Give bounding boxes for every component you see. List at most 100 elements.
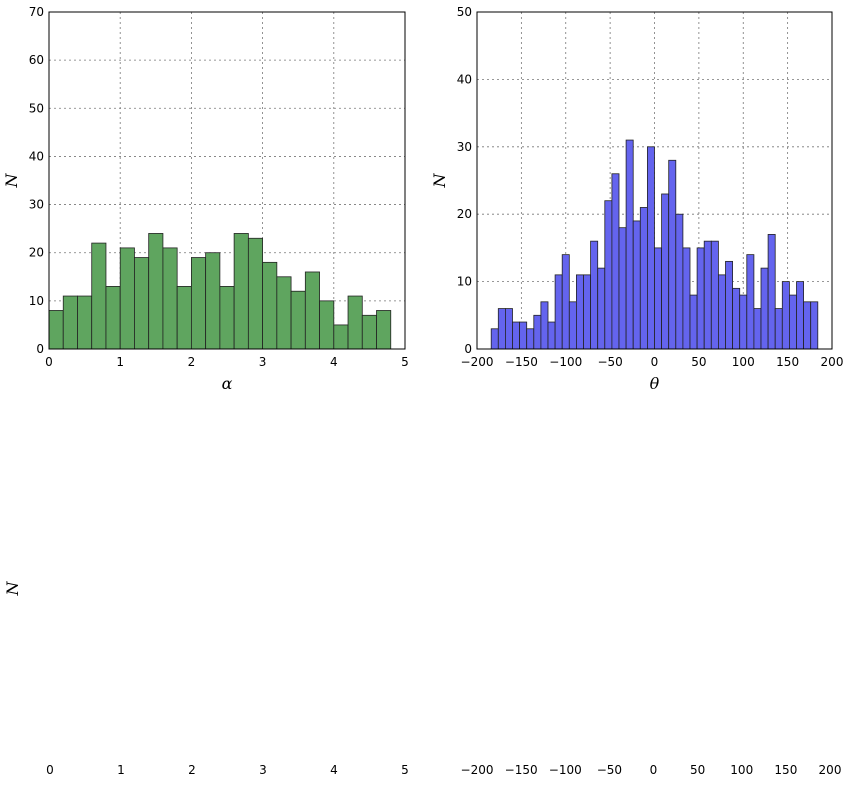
bar [774,308,783,350]
x-tick-label: 0 [45,355,53,369]
y-tick-label: 70 [29,5,44,19]
bar [247,237,264,350]
x-axis-label: α [222,374,233,393]
x-tick-label: 150 [776,355,799,369]
bar [91,242,107,350]
bar [333,324,349,350]
x-tick-label: 2 [188,355,196,369]
x-tick-label: 100 [732,355,755,369]
x-tick-label: −100 [549,763,582,777]
bar [760,267,769,350]
bar [632,220,641,350]
bar [134,257,150,350]
bar [540,301,549,350]
x-tick-label: 1 [116,355,124,369]
bar [604,200,613,350]
bar [262,261,278,350]
bar [376,310,392,350]
bar [533,314,542,350]
y-tick-label: 40 [457,72,472,86]
x-tick-label: 0 [46,763,54,777]
bar [176,286,192,350]
x-tick-label: 5 [401,355,409,369]
bar [504,308,513,350]
bar [718,274,726,350]
bar [647,146,655,350]
bar [696,247,705,350]
bar [810,301,819,350]
bar [654,247,662,350]
x-tick-label: 150 [774,763,797,777]
bar [290,290,306,350]
x-tick-label: −50 [597,763,622,777]
bar [583,274,591,350]
x-tick-label: 2 [188,763,196,777]
bar [519,321,528,350]
x-tick-label: 4 [330,355,338,369]
bar [781,281,790,350]
x-tick-label: −150 [505,355,538,369]
bar [753,308,762,350]
bar [148,233,164,350]
bar [490,328,499,350]
bar [732,287,741,350]
x-tick-label: 3 [259,763,267,777]
bar [233,233,249,350]
x-tick-label: −200 [461,355,494,369]
bar [625,139,634,350]
x-tick-label: 200 [819,763,842,777]
bar [547,321,556,350]
y-tick-label: 50 [29,101,44,115]
bar [590,240,599,350]
x-tick-label: 100 [730,763,753,777]
bar [304,271,320,350]
bar [611,173,620,350]
y-axis-label: N [430,173,449,189]
x-tick-label: 0 [650,763,658,777]
bar [767,234,776,350]
y-tick-label: 40 [29,149,44,163]
bar [739,294,748,350]
bar [675,213,684,350]
x-tick-label: 200 [821,355,844,369]
bar [682,247,691,350]
bar [639,207,648,350]
x-tick-label: 0 [651,355,659,369]
x-tick-label: 5 [401,763,409,777]
bar [497,308,506,350]
x-tick-label: −150 [505,763,538,777]
bar [526,328,535,350]
bar [77,295,93,350]
x-tick-label: 1 [117,763,125,777]
bar [361,314,377,350]
y-tick-label: 30 [29,198,44,212]
bar [62,295,78,350]
bar [190,257,207,350]
y-tick-label: 30 [457,140,472,154]
bar [725,260,733,350]
x-tick-label: −200 [461,763,494,777]
bar [119,247,135,350]
y-tick-label: 0 [36,342,44,356]
bar [347,295,363,350]
x-axis-label: θ [650,374,660,393]
y-tick-label: 60 [29,53,44,67]
bar [710,240,719,350]
bar [554,274,563,350]
bar [789,294,797,350]
y-tick-label: 10 [29,294,44,308]
x-tick-label: 50 [691,355,706,369]
y-axis-label: N [3,581,22,597]
x-tick-label: −50 [597,355,622,369]
bar [219,286,235,350]
bar [703,240,712,350]
bar [561,254,570,350]
y-axis-label: N [2,173,21,189]
plot-frame [48,11,406,350]
bar [48,310,64,350]
y-tick-label: 10 [457,275,472,289]
bar [276,276,292,350]
bar [803,301,812,350]
